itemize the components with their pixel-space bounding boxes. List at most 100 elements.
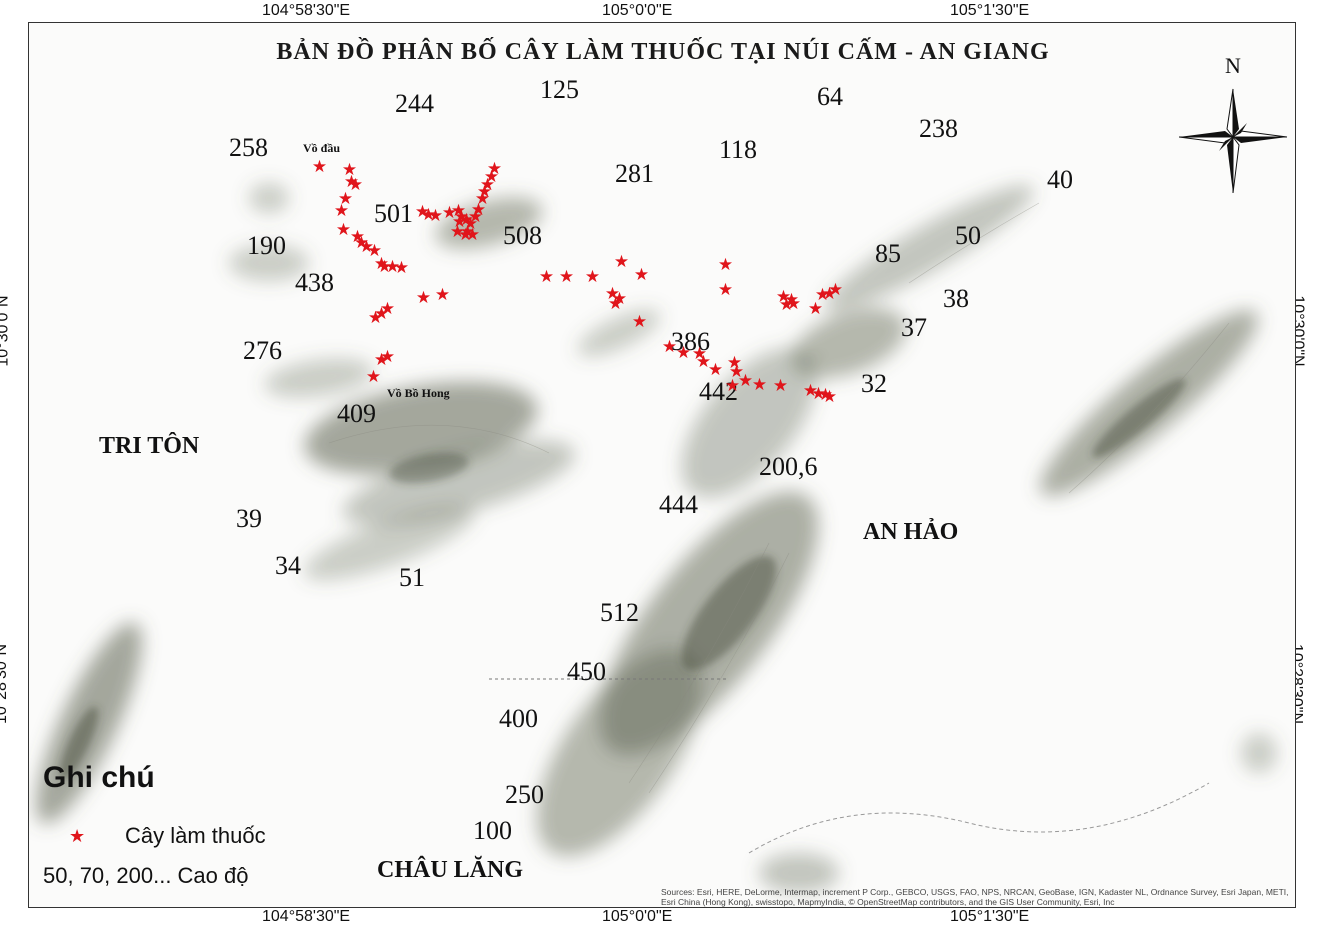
plant-location-star-icon: ★ [365, 367, 382, 387]
plant-location-star-icon: ★ [751, 375, 768, 395]
plant-location-star-icon: ★ [333, 201, 350, 221]
plant-location-star-icon: ★ [613, 252, 630, 272]
elevation-label: 258 [229, 133, 268, 162]
plant-location-star-icon: ★ [458, 210, 475, 230]
plant-location-star-icon: ★ [775, 287, 792, 307]
plant-location-star-icon: ★ [807, 299, 824, 319]
plant-location-star-icon: ★ [353, 233, 370, 253]
elevation-label: 38 [943, 284, 969, 313]
plant-location-star-icon: ★ [479, 175, 496, 195]
plant-location-star-icon: ★ [427, 206, 444, 226]
plant-location-star-icon: ★ [343, 172, 360, 192]
elevation-label: 438 [295, 268, 334, 297]
plant-location-star-icon: ★ [464, 225, 481, 245]
plant-location-star-icon: ★ [631, 312, 648, 332]
plant-location-star-icon: ★ [783, 290, 800, 310]
plant-location-star-icon: ★ [717, 255, 734, 275]
peak-vo-dau: Vồ đầu [303, 141, 341, 155]
plant-location-star-icon: ★ [691, 344, 708, 364]
plant-location-star-icon: ★ [420, 205, 437, 225]
plant-location-star-icon: ★ [814, 285, 831, 305]
coord-left-1: 10°30'0"N [0, 295, 12, 367]
coord-bottom-2: 105°0'0"E [602, 908, 673, 925]
plant-location-star-icon: ★ [538, 267, 555, 287]
plant-location-star-icon: ★ [607, 294, 624, 314]
elevation-label: 276 [243, 336, 282, 365]
plant-location-star-icon: ★ [450, 201, 467, 221]
plant-location-star-icon: ★ [373, 304, 390, 324]
elevation-label: 34 [275, 551, 301, 580]
elevation-label: 238 [919, 114, 958, 143]
plant-location-star-icon: ★ [414, 202, 431, 222]
plant-location-star-icon: ★ [474, 189, 491, 209]
elevation-label: 250 [505, 780, 544, 809]
legend-star-icon: ★ [69, 826, 86, 847]
plant-location-star-icon: ★ [376, 257, 393, 277]
legend-title: Ghi chú [43, 761, 155, 794]
plant-location-star-icon: ★ [434, 285, 451, 305]
north-arrow-icon: N [1179, 53, 1288, 193]
plant-location-star-icon: ★ [337, 189, 354, 209]
plant-location-star-icon: ★ [486, 159, 503, 179]
place-an-hao: AN HẢO [863, 519, 959, 545]
plant-location-star-icon: ★ [724, 376, 741, 396]
elevation-label: 409 [337, 399, 376, 428]
plant-location-star-icon: ★ [373, 254, 390, 274]
plant-location-star-icon: ★ [349, 227, 366, 247]
map-title: BẢN ĐỒ PHÂN BỐ CÂY LÀM THUỐC TẠI NÚI CẤM… [276, 39, 1050, 65]
place-chau-lang: CHÂU LĂNG [377, 857, 524, 883]
legend-elevation-label: 50, 70, 200... Cao độ [43, 863, 249, 888]
plant-location-star-icon: ★ [821, 284, 838, 304]
plant-location-star-icon: ★ [311, 157, 328, 177]
plant-location-star-icon: ★ [728, 362, 745, 382]
plant-location-star-icon: ★ [817, 385, 834, 405]
elevation-label: 37 [901, 313, 927, 342]
elevation-label: 200,6 [759, 452, 818, 481]
elevation-label: 40 [1047, 165, 1073, 194]
plant-location-star-icon: ★ [695, 352, 712, 372]
elevation-label: 64 [817, 82, 843, 111]
plant-location-star-icon: ★ [470, 200, 487, 220]
plant-location-star-icon: ★ [802, 381, 819, 401]
plant-location-star-icon: ★ [778, 295, 795, 315]
peak-vo-bo-hong: Vồ Bồ Hong [387, 386, 450, 400]
plant-location-star-icon: ★ [367, 308, 384, 328]
plant-location-star-icon: ★ [476, 182, 493, 202]
plant-location-star-icon: ★ [449, 222, 466, 242]
elevation-label: 32 [861, 369, 887, 398]
elevation-label: 501 [374, 199, 413, 228]
plant-location-star-icon: ★ [373, 350, 390, 370]
elevation-label: 442 [699, 377, 738, 406]
plant-location-star-icon: ★ [772, 376, 789, 396]
plant-location-star-icon: ★ [462, 214, 479, 234]
plant-location-star-icon: ★ [341, 160, 358, 180]
elevation-label: 51 [399, 563, 425, 592]
elevation-label: 244 [395, 89, 434, 118]
terrain-relief [36, 183, 1277, 893]
legend-star-label: Cây làm thuốc [125, 823, 266, 848]
plant-location-star-icon: ★ [451, 212, 468, 232]
elevation-label: 281 [615, 159, 654, 188]
plant-location-star-icon: ★ [661, 337, 678, 357]
plant-location-star-icon: ★ [358, 237, 375, 257]
elevation-label: 125 [540, 75, 579, 104]
plant-location-star-icon: ★ [441, 203, 458, 223]
elevation-label: 508 [503, 221, 542, 250]
elevation-label: 85 [875, 239, 901, 268]
coord-left-2: 10°28'30"N [0, 643, 11, 725]
elevation-label: 450 [567, 657, 606, 686]
plant-location-star-icon: ★ [726, 353, 743, 373]
plant-location-star-icon: ★ [366, 241, 383, 261]
plant-location-star-icon: ★ [393, 258, 410, 278]
plant-location-star-icon: ★ [611, 289, 628, 309]
plant-location-star-icon: ★ [379, 347, 396, 367]
plant-location-star-icon: ★ [379, 299, 396, 319]
elevation-label: 444 [659, 490, 698, 519]
elevation-label: 386 [671, 327, 710, 356]
plant-location-star-icon: ★ [785, 294, 802, 314]
plant-location-star-icon: ★ [483, 167, 500, 187]
plant-location-star-icon: ★ [415, 288, 432, 308]
map-frame[interactable]: BẢN ĐỒ PHÂN BỐ CÂY LÀM THUỐC TẠI NÚI CẤM… [28, 22, 1296, 908]
coord-top-1: 104°58'30"E [262, 2, 351, 19]
plant-location-star-icon: ★ [457, 225, 474, 245]
